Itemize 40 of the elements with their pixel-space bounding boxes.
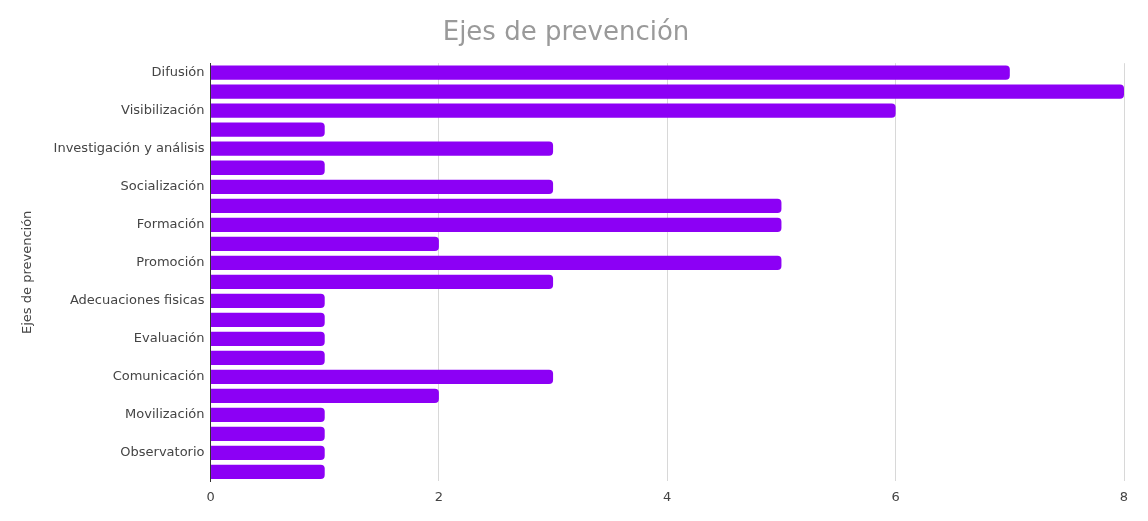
bar	[211, 312, 325, 327]
bar	[211, 160, 325, 175]
y-tick-label: Socialización	[120, 178, 205, 194]
x-tick-label: 0	[206, 488, 215, 504]
bar	[211, 274, 554, 289]
x-tick-label: 6	[891, 488, 900, 504]
y-tick-label: Investigación y análisis	[53, 140, 205, 156]
y-tick-label: Formación	[136, 216, 205, 232]
bar	[211, 331, 325, 346]
bar	[211, 407, 325, 422]
y-tick-label: Evaluación	[133, 330, 205, 346]
bar	[211, 141, 554, 156]
y-tick-label: Promoción	[136, 254, 205, 270]
x-tick-label: 2	[434, 488, 444, 504]
bar	[211, 293, 325, 308]
bar	[211, 255, 782, 270]
bar	[211, 179, 554, 194]
chart-title: Ejes de prevención	[442, 16, 690, 47]
y-tick-label: Difusión	[151, 64, 205, 80]
bar	[211, 65, 1010, 80]
bar	[211, 122, 325, 137]
bar	[211, 388, 439, 403]
y-tick-label: Observatorio	[120, 444, 205, 460]
y-tick-label: Adecuaciones fisicas	[69, 292, 205, 308]
bar	[211, 103, 896, 118]
x-tick-label: 4	[663, 488, 672, 504]
bar	[211, 236, 439, 251]
bar	[211, 198, 782, 213]
bar	[211, 445, 325, 461]
bar	[211, 426, 325, 442]
bar	[211, 217, 782, 232]
x-tick-label: 8	[1119, 488, 1129, 504]
y-tick-label: Movilización	[125, 406, 205, 422]
bar	[211, 369, 554, 384]
y-tick-label: Comunicación	[112, 368, 205, 384]
bar	[211, 350, 325, 365]
bar	[211, 464, 325, 480]
bar	[211, 84, 1124, 99]
y-tick-label: Visibilización	[121, 102, 205, 118]
y-axis-title: Ejes de prevención	[19, 210, 35, 334]
